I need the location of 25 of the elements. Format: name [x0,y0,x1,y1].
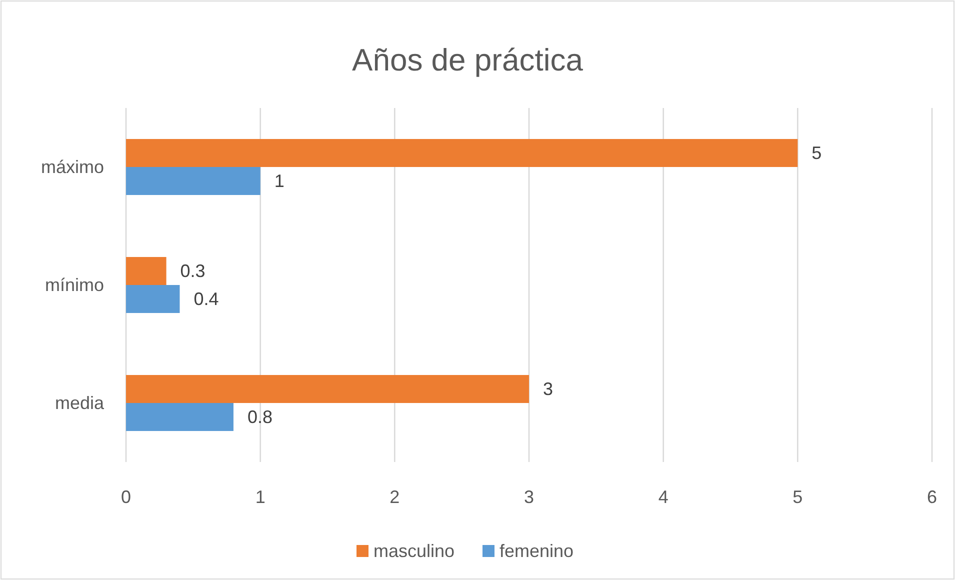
bar [126,403,234,431]
bar [126,257,166,285]
data-label: 3 [543,379,554,399]
y-tick-label: máximo [40,157,104,177]
bar [126,139,798,167]
data-label: 1 [274,171,284,191]
data-label: 5 [812,143,822,163]
x-tick-label: 0 [120,487,132,507]
y-tick-label: media [54,393,105,413]
legend-label: femenino [500,541,574,561]
bar [126,285,180,313]
data-label: 0.4 [194,289,219,309]
x-tick-label: 6 [926,487,938,507]
x-tick-label: 1 [255,487,266,507]
x-tick-label: 5 [792,487,803,507]
data-label: 0.8 [247,407,272,427]
y-tick-label: mínimo [44,275,104,295]
data-label: 0.3 [180,261,206,281]
legend-label: masculino [374,541,455,561]
bar [126,375,529,403]
x-tick-label: 4 [658,487,668,507]
x-tick-label: 3 [524,487,534,507]
bar [126,167,260,195]
chart-title: Años de práctica [352,42,584,78]
x-tick-label: 2 [390,487,400,507]
